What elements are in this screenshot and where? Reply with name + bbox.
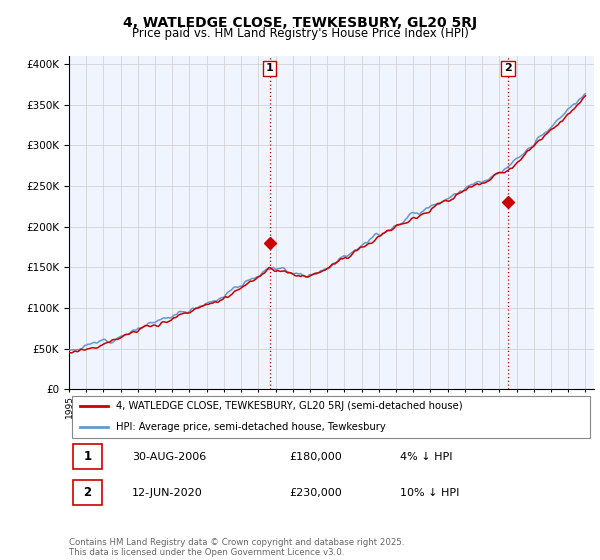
Text: 2: 2: [83, 486, 92, 499]
Text: 30-AUG-2006: 30-AUG-2006: [132, 451, 206, 461]
Text: 10% ↓ HPI: 10% ↓ HPI: [400, 488, 459, 498]
Text: 4, WATLEDGE CLOSE, TEWKESBURY, GL20 5RJ: 4, WATLEDGE CLOSE, TEWKESBURY, GL20 5RJ: [123, 16, 477, 30]
Text: 2: 2: [504, 63, 512, 73]
Text: 12-JUN-2020: 12-JUN-2020: [132, 488, 203, 498]
Text: HPI: Average price, semi-detached house, Tewkesbury: HPI: Average price, semi-detached house,…: [116, 422, 386, 432]
Text: 1: 1: [83, 450, 92, 463]
Text: 1: 1: [266, 63, 274, 73]
Text: Price paid vs. HM Land Registry's House Price Index (HPI): Price paid vs. HM Land Registry's House …: [131, 27, 469, 40]
Text: 4% ↓ HPI: 4% ↓ HPI: [400, 451, 452, 461]
Text: 4, WATLEDGE CLOSE, TEWKESBURY, GL20 5RJ (semi-detached house): 4, WATLEDGE CLOSE, TEWKESBURY, GL20 5RJ …: [116, 401, 463, 411]
FancyBboxPatch shape: [73, 444, 102, 469]
Text: £230,000: £230,000: [290, 488, 342, 498]
Text: Contains HM Land Registry data © Crown copyright and database right 2025.
This d: Contains HM Land Registry data © Crown c…: [69, 538, 404, 557]
FancyBboxPatch shape: [73, 480, 102, 505]
Text: £180,000: £180,000: [290, 451, 342, 461]
FancyBboxPatch shape: [71, 395, 590, 438]
